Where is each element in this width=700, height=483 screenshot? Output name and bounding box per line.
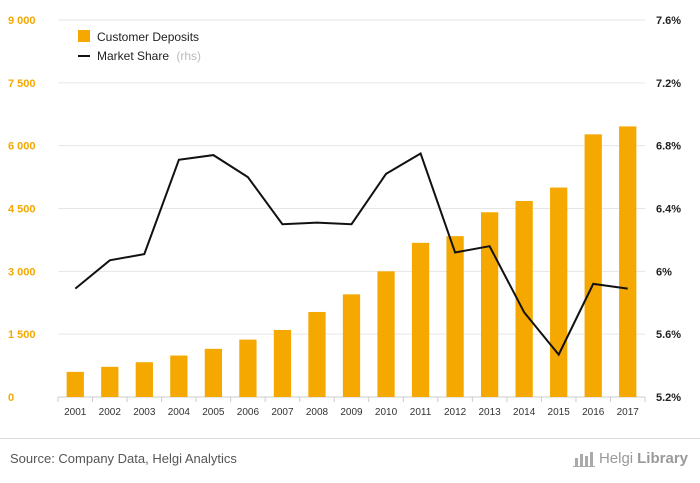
- x-tick-label: 2016: [582, 407, 605, 418]
- left-tick-label: 4 500: [8, 204, 36, 216]
- right-tick-label: 7.6%: [656, 15, 681, 27]
- x-tick-label: 2001: [64, 407, 87, 418]
- left-tick-label: 0: [8, 392, 14, 404]
- deposit-bar: [480, 212, 499, 397]
- x-tick-label: 2013: [478, 407, 501, 418]
- deposit-bar: [135, 362, 153, 397]
- deposit-bar: [411, 242, 430, 397]
- x-tick-label: 2008: [306, 407, 329, 418]
- right-axis: 5.2% 5.6% 6% 6.4% 6.8% 7.2% 7.6%: [656, 15, 681, 404]
- deposit-bar: [170, 355, 188, 397]
- right-tick-label: 5.2%: [656, 392, 681, 404]
- deposit-bar: [446, 236, 464, 397]
- bar-series: [66, 126, 637, 398]
- deposit-bar: [101, 366, 119, 397]
- right-tick-label: 7.2%: [656, 78, 681, 90]
- right-tick-label: 5.6%: [656, 329, 681, 341]
- deposit-bar: [239, 339, 257, 397]
- deposit-bar: [308, 311, 326, 397]
- x-axis: 2001 2002 2003 2004 2005 2006 2007 2008 2009 2010…: [57, 397, 646, 418]
- deposit-bar: [550, 187, 568, 397]
- legend-market-share-suffix: (rhs): [176, 49, 201, 63]
- deposit-bar: [515, 200, 533, 397]
- x-tick-label: 2004: [168, 407, 191, 418]
- legend-label-market-share: Market Share (rhs): [97, 49, 201, 63]
- deposit-bar: [66, 371, 84, 397]
- source-note: Source: Company Data, Helgi Analytics: [10, 451, 237, 466]
- deposit-bar: [204, 348, 223, 397]
- left-tick-label: 7 500: [8, 78, 36, 90]
- x-tick-label: 2006: [237, 407, 260, 418]
- legend-label-deposits: Customer Deposits: [97, 30, 199, 44]
- x-tick-label: 2010: [375, 407, 398, 418]
- brand-light: Helgi: [598, 449, 634, 467]
- legend-bar-swatch: [78, 30, 90, 42]
- x-tick-label: 2017: [617, 407, 640, 418]
- deposit-bar: [342, 294, 361, 397]
- left-tick-label: 3 000: [8, 266, 36, 278]
- left-tick-label: 6 000: [8, 141, 36, 153]
- legend-market-share-name: Market Share: [97, 49, 169, 63]
- x-tick-label: 2011: [410, 407, 432, 418]
- deposit-bar: [584, 134, 602, 397]
- footer: Source: Company Data, Helgi Analytics He…: [0, 438, 700, 483]
- deposit-bar: [273, 329, 292, 397]
- chart: 0 1 500 3 000 4 500 6 000 7 500 9 000 5.2% 5.6%…: [8, 15, 681, 418]
- x-tick-label: 2009: [340, 407, 363, 418]
- right-tick-label: 6.4%: [656, 204, 681, 216]
- left-tick-label: 9 000: [8, 15, 36, 27]
- brand-bold: Library: [637, 449, 688, 467]
- deposit-bar: [619, 126, 637, 398]
- right-tick-label: 6.8%: [656, 141, 681, 153]
- x-tick-label: 2012: [444, 407, 467, 418]
- left-axis: 0 1 500 3 000 4 500 6 000 7 500 9 000: [8, 15, 36, 404]
- left-tick-label: 1 500: [8, 329, 36, 341]
- library-icon: [572, 452, 595, 467]
- line-series: [74, 152, 628, 357]
- x-tick-label: 2014: [513, 407, 536, 418]
- brand-logo[interactable]: Helgi Library: [572, 449, 688, 467]
- x-tick-label: 2003: [133, 407, 156, 418]
- legend: Customer Deposits Market Share (rhs): [78, 30, 201, 63]
- x-tick-label: 2007: [271, 407, 294, 418]
- right-tick-label: 6%: [656, 266, 672, 278]
- gridlines: [58, 19, 645, 398]
- x-tick-label: 2005: [202, 407, 225, 418]
- x-tick-label: 2015: [548, 407, 571, 418]
- deposit-bar: [377, 271, 395, 397]
- x-tick-label: 2002: [99, 407, 122, 418]
